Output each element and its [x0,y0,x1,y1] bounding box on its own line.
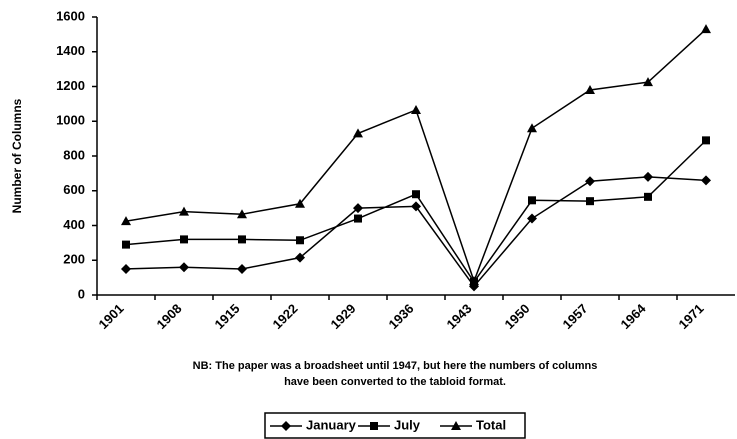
marker [527,123,537,133]
marker [585,176,595,187]
marker [237,209,247,219]
marker [643,77,653,87]
legend-label: July [394,417,421,432]
x-tick-label: 1936 [385,301,416,332]
legend-label: Total [476,417,506,432]
x-tick-label: 1929 [327,301,358,332]
marker [238,235,246,244]
note: NB: The paper was a broadsheet until 194… [193,360,598,372]
marker [586,197,594,206]
marker [296,236,304,245]
y-tick-label: 600 [63,182,85,197]
marker [281,421,291,431]
y-tick-label: 1000 [56,113,85,128]
marker [528,196,536,205]
y-tick-label: 800 [63,147,85,162]
marker [701,24,711,34]
series-line [125,28,707,284]
marker [122,240,130,249]
marker [121,263,131,274]
marker [354,214,362,223]
legend-label: January [306,417,357,432]
y-tick-label: 1400 [56,43,85,58]
marker [451,421,461,430]
marker [701,175,711,186]
y-tick-label: 400 [63,217,85,232]
x-tick-label: 1922 [269,301,300,332]
marker [585,84,595,94]
note: have been converted to the tabloid forma… [284,376,506,388]
marker [643,171,653,182]
marker [295,198,305,208]
marker [412,190,420,199]
marker [295,252,305,263]
x-tick-label: 1971 [675,301,706,332]
x-tick-label: 1964 [617,300,649,332]
marker [411,104,421,114]
x-tick-label: 1950 [501,301,532,332]
marker [179,262,189,273]
x-tick-label: 1943 [443,301,474,332]
marker [353,128,363,138]
marker [469,276,479,286]
y-tick-label: 0 [78,286,85,301]
y-tick-label: 1200 [56,78,85,93]
x-tick-label: 1908 [153,301,184,332]
y-axis-label: Number of Columns [10,98,24,213]
marker [370,422,378,430]
x-tick-label: 1915 [211,301,242,332]
y-tick-label: 200 [63,252,85,267]
marker [702,136,710,145]
y-tick-label: 1600 [56,8,85,23]
marker [179,206,189,216]
x-tick-label: 1957 [559,301,590,332]
marker [237,263,247,274]
marker [180,235,188,244]
marker [411,201,421,212]
marker [121,216,131,226]
marker [644,192,652,201]
x-tick-label: 1901 [95,301,126,332]
marker [527,213,537,224]
legend-box [264,412,526,439]
marker [353,203,363,214]
